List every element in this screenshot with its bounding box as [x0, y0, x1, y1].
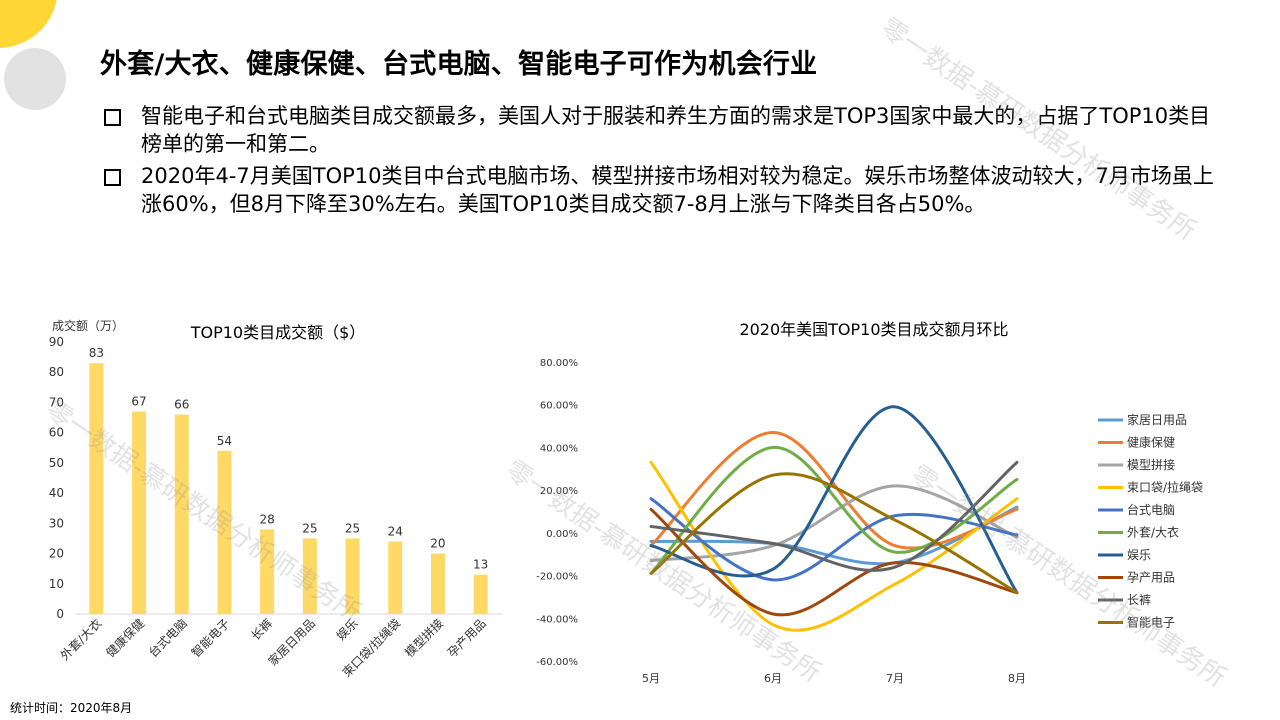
- line-series: [649, 484, 1019, 563]
- line-chart-y-tick-label: 20.00%: [540, 486, 578, 497]
- bar-chart: TOP10类目成交额（$） 成交额（万） 0 10 20 30 40 50 60 70 80 90 83…: [49, 318, 502, 680]
- bar-value-label: 66: [174, 398, 189, 412]
- bar-chart-y-tick-label: 60: [49, 426, 64, 440]
- bar-chart-title: TOP10类目成交额（$）: [190, 323, 366, 342]
- legend-label: 孕产用品: [1127, 571, 1175, 585]
- footnote: 统计时间：2020年8月: [10, 701, 133, 715]
- bar-value-label: 28: [260, 512, 275, 526]
- bar-chart-y-tick-label: 80: [49, 365, 64, 379]
- bar-x-tick-label: 台式电脑: [145, 616, 190, 661]
- legend-label: 健康保健: [1127, 435, 1175, 450]
- checkbox-bullet-icon: [104, 169, 121, 186]
- bar-value-label: 83: [89, 346, 104, 360]
- bar-chart-y-tick-label: 0: [56, 607, 64, 621]
- bar-x-tick-label: 外套/大衣: [57, 616, 104, 663]
- line-chart-x-tick-label: 8月: [1008, 672, 1026, 685]
- bar-value-label: 25: [302, 521, 317, 535]
- line-chart-x-tick-label: 7月: [886, 672, 904, 685]
- bar: [260, 529, 275, 614]
- bar-chart-y-tick-label: 20: [49, 547, 64, 561]
- bar-x-tick-label: 模型拼接: [402, 616, 447, 661]
- bar-chart-y-tick-label: 50: [49, 456, 64, 470]
- line-series: [649, 472, 1019, 595]
- line-chart: 2020年美国TOP10类目成交额月环比 -60.00% -40.00% -20.00…: [536, 320, 1203, 685]
- legend-label: 台式电脑: [1127, 502, 1175, 517]
- bar: [217, 450, 232, 614]
- decorative-gray-circle: [4, 48, 66, 110]
- legend-label: 娱乐: [1127, 548, 1151, 562]
- bullet-text: 智能电子和台式电脑类目成交额最多，美国人对于服装和养生方面的需求是TOP3国家中…: [141, 104, 1211, 156]
- line-chart-y-tick-label: 60.00%: [540, 401, 578, 412]
- bar: [174, 414, 189, 614]
- line-chart-y-tick-label: -40.00%: [536, 614, 578, 625]
- bar-value-label: 20: [430, 537, 445, 551]
- legend-label: 外套/大衣: [1127, 525, 1179, 540]
- bar: [473, 574, 488, 614]
- bar-chart-y-tick-label: 90: [49, 335, 64, 349]
- line-series: [649, 445, 1019, 575]
- bullet-list: 智能电子和台式电脑类目成交额最多，美国人对于服装和养生方面的需求是TOP3国家中…: [104, 102, 1224, 222]
- line-chart-title: 2020年美国TOP10类目成交额月环比: [739, 320, 1008, 339]
- bar-x-tick-label: 孕产用品: [445, 616, 489, 660]
- line-series: [649, 430, 1019, 550]
- bar: [302, 538, 317, 614]
- bar-chart-y-axis-label: 成交额（万）: [52, 318, 124, 333]
- legend-label: 智能电子: [1127, 615, 1175, 630]
- page-title: 外套/大衣、健康保健、台式电脑、智能电子可作为机会行业: [100, 49, 818, 80]
- bar-chart-y-tick-label: 40: [49, 486, 64, 500]
- line-chart-x-tick-label: 5月: [642, 672, 660, 685]
- bullet-item: 智能电子和台式电脑类目成交额最多，美国人对于服装和养生方面的需求是TOP3国家中…: [104, 102, 1224, 158]
- bar: [89, 363, 104, 614]
- legend-label: 家居日用品: [1127, 412, 1187, 427]
- bar-value-label: 24: [388, 524, 403, 538]
- bullet-text: 2020年4-7月美国TOP10类目中台式电脑市场、模型拼接市场相对较为稳定。娱…: [141, 164, 1214, 216]
- line-series: [649, 507, 1019, 617]
- line-chart-y-tick-label: 0.00%: [546, 529, 578, 540]
- bar-value-label: 25: [345, 521, 360, 535]
- line-chart-y-tick-label: 40.00%: [540, 443, 578, 454]
- bar-value-label: 13: [473, 558, 488, 572]
- legend-label: 模型拼接: [1127, 457, 1175, 472]
- bar: [430, 553, 445, 614]
- bar-chart-y-tick-label: 10: [49, 577, 64, 591]
- legend-label: 束口袋/拉绳袋: [1127, 480, 1203, 495]
- line-series: [649, 405, 1019, 595]
- line-series: [649, 460, 1019, 572]
- bar-value-label: 54: [217, 434, 232, 448]
- bar-x-tick-label: 长裤: [248, 616, 275, 643]
- bar: [388, 541, 403, 614]
- bar: [345, 538, 360, 614]
- line-chart-y-tick-label: 80.00%: [540, 358, 578, 369]
- bar-x-tick-label: 健康保健: [103, 616, 148, 661]
- bar: [132, 411, 147, 614]
- legend-label: 长裤: [1127, 593, 1151, 607]
- checkbox-bullet-icon: [104, 109, 121, 126]
- bar-value-label: 67: [131, 395, 146, 409]
- line-chart-y-tick-label: -20.00%: [536, 572, 578, 583]
- bar-x-tick-label: 娱乐: [334, 616, 361, 643]
- bar-x-tick-label: 智能电子: [188, 616, 233, 661]
- bar-chart-y-tick-label: 70: [49, 395, 64, 409]
- bullet-item: 2020年4-7月美国TOP10类目中台式电脑市场、模型拼接市场相对较为稳定。娱…: [104, 162, 1224, 218]
- line-chart-y-tick-label: -60.00%: [536, 657, 578, 668]
- line-chart-x-tick-label: 6月: [764, 672, 782, 685]
- bar-x-tick-label: 家居日用品: [265, 616, 318, 669]
- bar-chart-y-tick-label: 30: [49, 516, 64, 530]
